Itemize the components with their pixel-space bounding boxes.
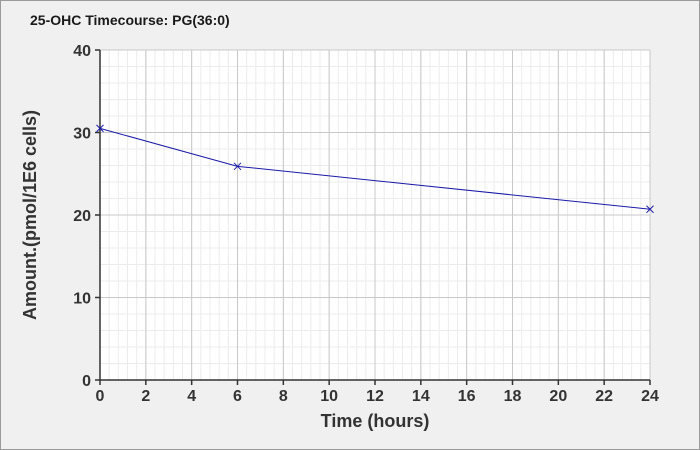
data-point	[233, 162, 242, 171]
x-tick-label: 14	[412, 388, 430, 405]
x-axis-label: Time (hours)	[321, 411, 430, 431]
y-axis-label: Amount.(pmol/1E6 cells)	[20, 110, 40, 320]
series-layer	[96, 124, 654, 214]
x-tick-label: 10	[320, 388, 338, 405]
x-tick-label: 4	[187, 388, 196, 405]
x-tick-label: 2	[141, 388, 150, 405]
y-tick-label: 10	[73, 291, 91, 308]
data-point	[646, 205, 654, 214]
y-tick-label: 30	[73, 126, 91, 143]
y-tick-label: 40	[73, 43, 91, 60]
data-point-marker-stroke	[233, 162, 242, 171]
y-tick-label: 20	[73, 208, 91, 225]
x-tick-label: 12	[366, 388, 384, 405]
data-point	[96, 124, 104, 133]
chart-title: 25-OHC Timecourse: PG(36:0)	[30, 12, 230, 28]
x-tick-label: 0	[96, 388, 105, 405]
x-tick-label: 22	[595, 388, 613, 405]
x-tick-label: 6	[233, 388, 242, 405]
x-tick-label: 20	[549, 388, 567, 405]
x-tick-label: 18	[504, 388, 522, 405]
x-tick-label: 8	[279, 388, 288, 405]
data-point-marker-stroke	[646, 205, 654, 214]
data-point-marker-stroke	[96, 124, 104, 133]
x-tick-label: 16	[458, 388, 476, 405]
x-tick-label: 24	[641, 388, 659, 405]
y-tick-label: 0	[82, 373, 91, 390]
x-axis-ticks: 0 2 4 6 8 10 12 14 16 18 20 22 24	[96, 380, 659, 405]
y-axis-ticks: 0 10 20 30 40	[73, 43, 100, 390]
